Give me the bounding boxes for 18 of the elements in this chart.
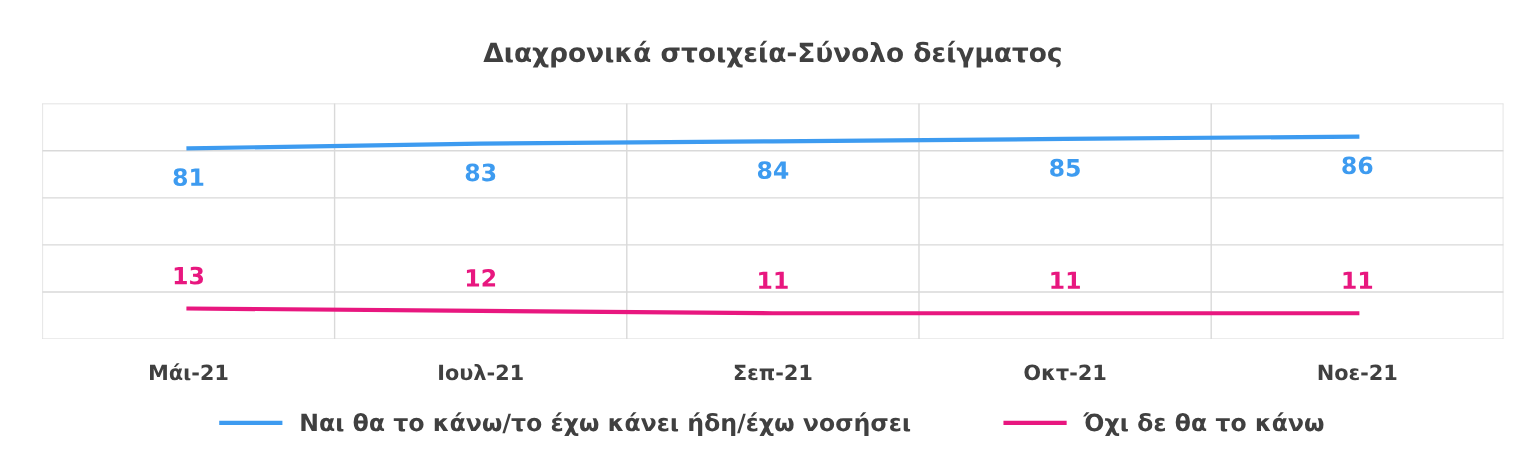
data-label: 12 [466,268,496,287]
legend-label: Ναι θα το κάνω/το έχω κάνει ήδη/έχω νοσήσει [301,412,911,436]
data-label: 13 [174,266,204,285]
data-label: 86 [1342,156,1373,175]
x-tick-label: Σεπ-21 [734,364,812,381]
data-label: 84 [757,161,789,180]
data-label: 11 [1343,271,1373,289]
legend-label: Όχι δε θα το κάνω [1083,412,1324,436]
data-label: 83 [465,163,496,182]
data-label: 11 [1051,271,1080,289]
data-label: 81 [173,168,204,187]
x-tick-label: Μάι-21 [150,363,228,381]
x-tick-label: Οκτ-21 [1024,364,1106,381]
x-tick-label: Νοε-21 [1318,364,1397,381]
data-label: 11 [759,271,788,289]
chart-title: Διαχρονικά στοιχεία-Σύνολο δείγματος [483,40,1061,68]
data-label: 85 [1050,158,1080,177]
x-tick-label: Ιουλ-21 [439,364,523,381]
